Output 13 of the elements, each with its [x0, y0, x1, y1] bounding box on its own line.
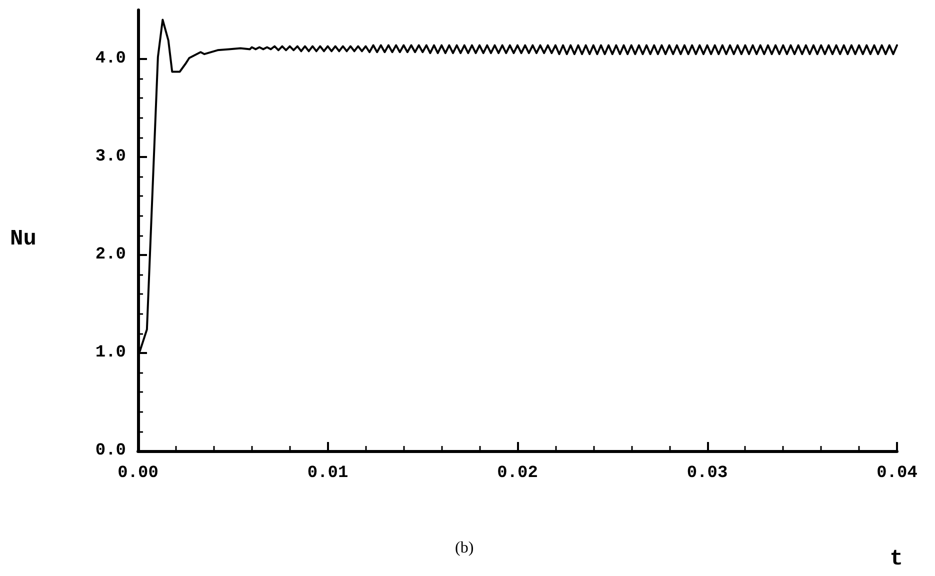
y-tick-label: 2.0 — [95, 246, 126, 264]
x-tick-label: 0.04 — [876, 464, 918, 483]
y-tick-label: 0.0 — [95, 442, 126, 460]
x-tick-label: 0.00 — [118, 464, 158, 483]
x-tick-label: 0.03 — [686, 464, 728, 483]
x-tick-label: 0.01 — [307, 464, 348, 483]
y-tick-label: 1.0 — [95, 344, 126, 362]
y-axis-title: Nu — [10, 226, 36, 252]
x-axis-title: t — [890, 546, 903, 572]
y-tick-label: 4.0 — [95, 50, 126, 68]
y-tick-label: 3.0 — [95, 148, 126, 166]
text: (b) — [455, 540, 474, 556]
x-tick-label: 0.02 — [497, 464, 538, 483]
